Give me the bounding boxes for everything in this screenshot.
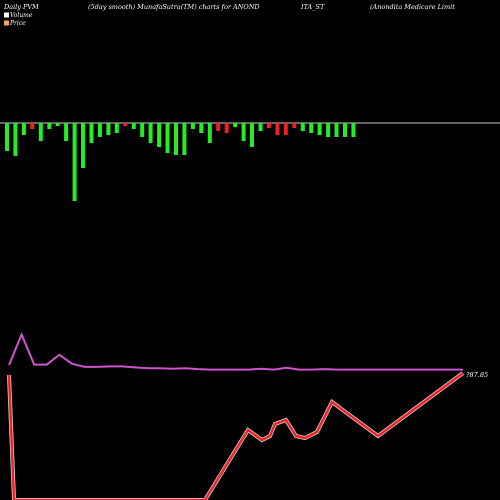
volume-bar bbox=[174, 123, 178, 155]
volume-bar bbox=[241, 123, 246, 141]
smooth-line bbox=[8, 331, 463, 371]
volume-bar bbox=[38, 123, 43, 141]
volume-bar bbox=[5, 123, 9, 151]
volume-bar bbox=[140, 123, 145, 137]
volume-bar bbox=[64, 123, 69, 141]
volume-bar bbox=[55, 123, 60, 126]
volume-bars bbox=[5, 123, 356, 201]
volume-bar bbox=[148, 123, 153, 143]
volume-bar bbox=[351, 123, 356, 137]
volume-bar bbox=[165, 123, 170, 153]
volume-bar bbox=[182, 123, 187, 155]
volume-bar bbox=[326, 123, 331, 137]
volume-bar bbox=[266, 123, 271, 128]
volume-bar bbox=[131, 123, 136, 129]
volume-bar bbox=[258, 123, 263, 131]
volume-bar bbox=[89, 123, 94, 143]
legend-volume-label: Volume bbox=[10, 12, 33, 19]
volume-bar bbox=[233, 123, 238, 127]
volume-bar bbox=[72, 123, 77, 201]
legend-price-swatch bbox=[4, 20, 9, 26]
volume-bar bbox=[275, 123, 280, 135]
header-right-company: (Anondita Medicare Limit bbox=[370, 3, 455, 11]
volume-bar bbox=[30, 123, 35, 129]
price-lines bbox=[7, 331, 465, 500]
volume-bar bbox=[114, 123, 119, 133]
volume-bar bbox=[106, 123, 111, 135]
volume-bar bbox=[300, 123, 305, 131]
header-left-line1: Daily PVM bbox=[3, 3, 39, 11]
last-value-label: ?87.85 bbox=[466, 371, 488, 379]
volume-bar bbox=[81, 123, 85, 168]
volume-bar bbox=[47, 123, 52, 129]
volume-bar bbox=[283, 123, 288, 135]
volume-bar bbox=[317, 123, 322, 135]
header-center-symbol: ITA_ST bbox=[300, 3, 325, 11]
volume-bar bbox=[123, 123, 128, 126]
volume-bar bbox=[224, 123, 229, 133]
volume-bar bbox=[199, 123, 204, 133]
volume-bar bbox=[250, 123, 254, 147]
volume-bar bbox=[292, 123, 297, 128]
volume-bar bbox=[21, 123, 26, 135]
volume-bar bbox=[157, 123, 162, 147]
volume-bar bbox=[97, 123, 102, 137]
volume-bar bbox=[309, 123, 314, 133]
header-center-title: (5day smooth) MunafaSutra(TM) charts for… bbox=[88, 3, 260, 11]
volume-bar bbox=[190, 123, 195, 129]
volume-bar bbox=[343, 123, 347, 137]
price-line bbox=[7, 371, 464, 500]
volume-bar bbox=[207, 123, 212, 143]
legend-price-label: Price bbox=[9, 20, 26, 27]
volume-bar bbox=[216, 123, 221, 131]
volume-bar bbox=[13, 123, 18, 156]
legend-volume-swatch bbox=[4, 12, 9, 18]
volume-bar bbox=[334, 123, 339, 137]
